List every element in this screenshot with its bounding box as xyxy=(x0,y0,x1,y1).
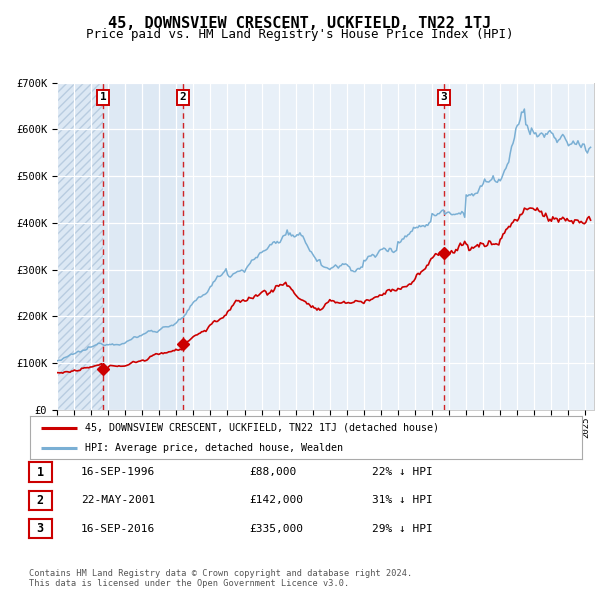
Text: £142,000: £142,000 xyxy=(249,496,303,505)
Text: 16-SEP-2016: 16-SEP-2016 xyxy=(81,524,155,533)
Text: 45, DOWNSVIEW CRESCENT, UCKFIELD, TN22 1TJ (detached house): 45, DOWNSVIEW CRESCENT, UCKFIELD, TN22 1… xyxy=(85,422,439,432)
Text: £335,000: £335,000 xyxy=(249,524,303,533)
Text: 3: 3 xyxy=(441,93,448,102)
Text: HPI: Average price, detached house, Wealden: HPI: Average price, detached house, Weal… xyxy=(85,443,343,453)
Text: 31% ↓ HPI: 31% ↓ HPI xyxy=(372,496,433,505)
Text: 1: 1 xyxy=(37,466,44,478)
Text: 22-MAY-2001: 22-MAY-2001 xyxy=(81,496,155,505)
Bar xyxy=(103,83,183,410)
Text: Price paid vs. HM Land Registry's House Price Index (HPI): Price paid vs. HM Land Registry's House … xyxy=(86,28,514,41)
Text: Contains HM Land Registry data © Crown copyright and database right 2024.
This d: Contains HM Land Registry data © Crown c… xyxy=(29,569,412,588)
Bar xyxy=(57,83,103,410)
Text: £88,000: £88,000 xyxy=(249,467,296,477)
Text: 3: 3 xyxy=(37,522,44,535)
Text: 16-SEP-1996: 16-SEP-1996 xyxy=(81,467,155,477)
Text: 22% ↓ HPI: 22% ↓ HPI xyxy=(372,467,433,477)
Text: 45, DOWNSVIEW CRESCENT, UCKFIELD, TN22 1TJ: 45, DOWNSVIEW CRESCENT, UCKFIELD, TN22 1… xyxy=(109,16,491,31)
Text: 29% ↓ HPI: 29% ↓ HPI xyxy=(372,524,433,533)
Text: 2: 2 xyxy=(179,93,187,102)
Text: 2: 2 xyxy=(37,494,44,507)
Text: 1: 1 xyxy=(100,93,107,102)
